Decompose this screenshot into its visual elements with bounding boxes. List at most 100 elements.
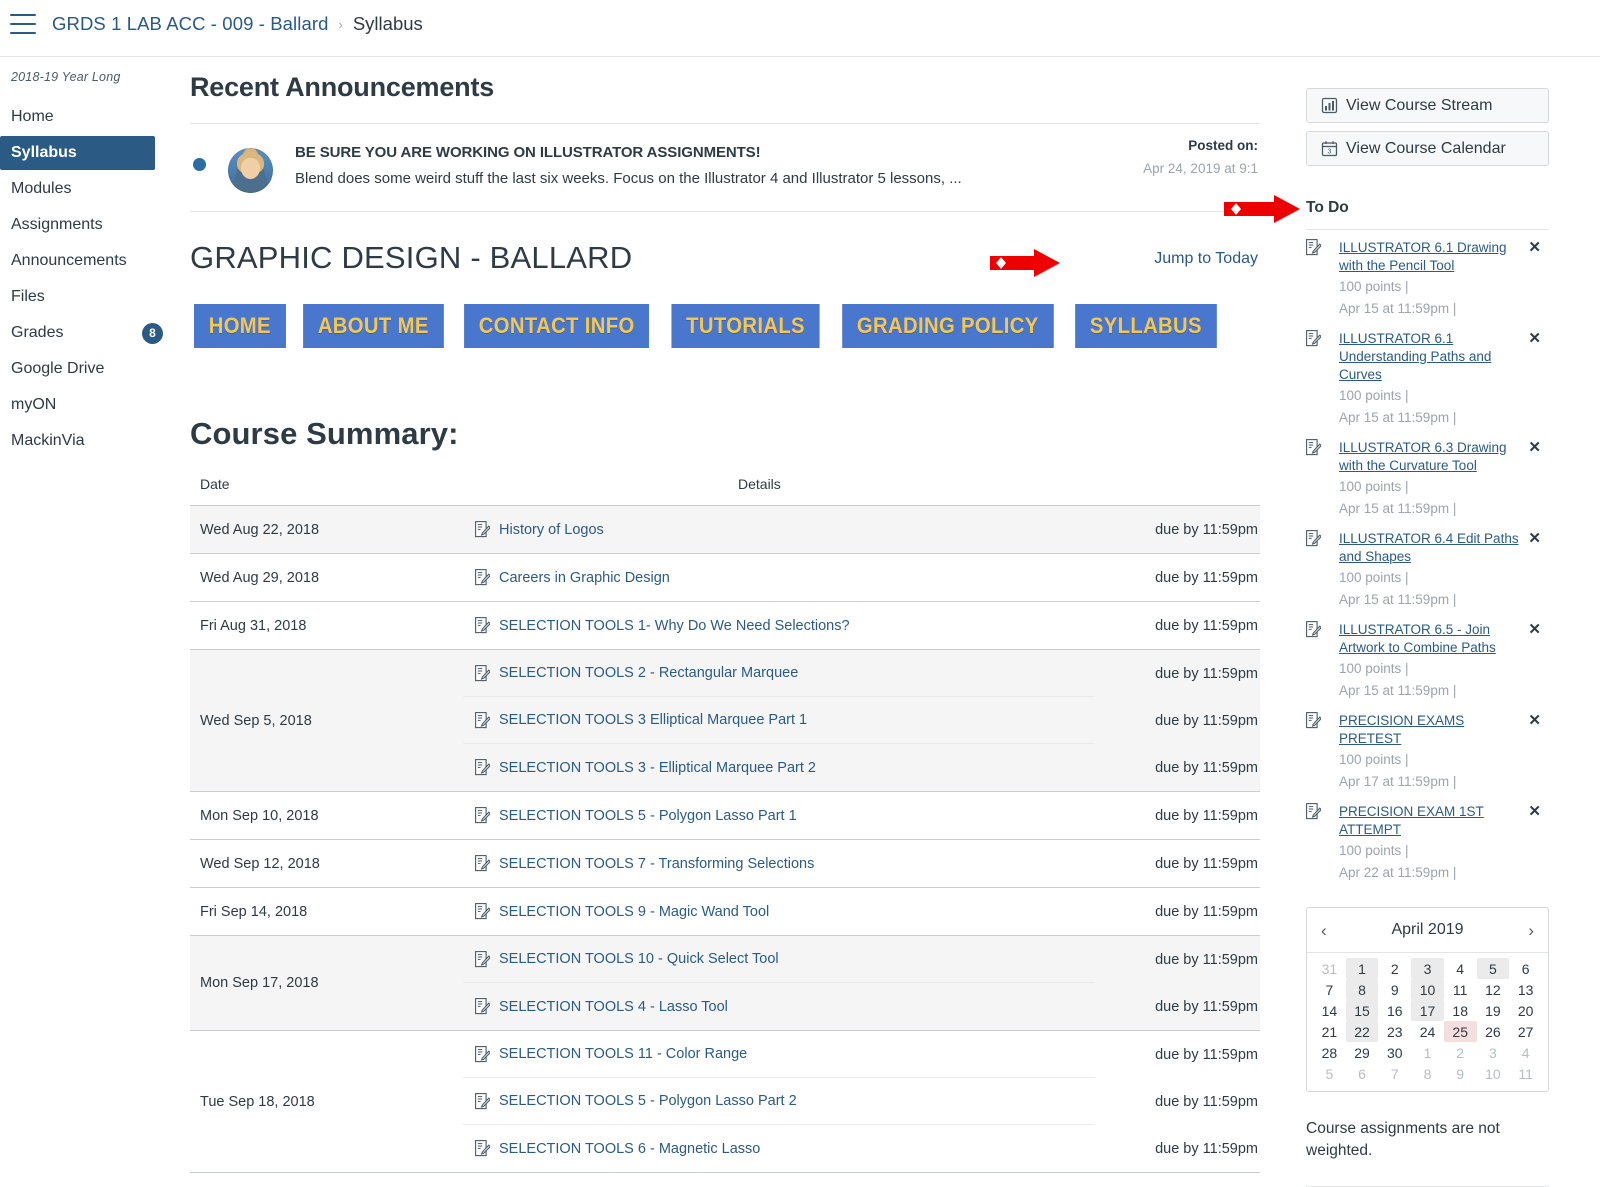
calendar-day[interactable]: 26: [1485, 1023, 1501, 1040]
calendar-day[interactable]: 1: [1345, 958, 1379, 979]
todo-item-link[interactable]: ILLUSTRATOR 6.1 Drawing with the Pencil …: [1339, 240, 1507, 273]
calendar-day[interactable]: 4: [1456, 960, 1465, 977]
calendar-day[interactable]: 16: [1386, 1002, 1403, 1019]
todo-item-link[interactable]: ILLUSTRATOR 6.5 - Join Artwork to Combin…: [1339, 622, 1496, 655]
calendar-day[interactable]: 22: [1345, 1021, 1379, 1042]
calendar-day[interactable]: 11: [1452, 981, 1468, 998]
todo-dismiss-icon[interactable]: ✕: [1528, 439, 1541, 456]
calendar-day[interactable]: 9: [1390, 981, 1399, 998]
calendar-day[interactable]: 31: [1321, 960, 1338, 977]
calendar-day[interactable]: 23: [1386, 1023, 1403, 1040]
jump-to-today-link[interactable]: Jump to Today: [1154, 250, 1258, 267]
sidebar-item-home[interactable]: Home: [0, 100, 175, 134]
sidebar-item-google-drive[interactable]: Google Drive: [0, 352, 175, 386]
todo-dismiss-icon[interactable]: ✕: [1528, 712, 1541, 729]
course-summary-table: Date Details Wed Aug 22, 2018 History of …: [190, 476, 1260, 1173]
todo-item-body: PRECISION EXAMS PRETEST 100 points | Apr 1…: [1339, 712, 1519, 792]
calendar-day[interactable]: 5: [1476, 958, 1510, 979]
calendar-day[interactable]: 2: [1390, 960, 1399, 977]
calendar-day[interactable]: 18: [1452, 1002, 1468, 1019]
breadcrumb-course-link[interactable]: GRDS 1 LAB ACC - 009 - Ballard: [52, 13, 329, 34]
calendar-day[interactable]: 17: [1411, 1000, 1444, 1021]
calendar-day[interactable]: 25: [1443, 1021, 1477, 1042]
table-row: Wed Sep 12, 2018 SELECTION TOOLS 7 - Tran…: [190, 840, 1260, 888]
sidebar-item-myon[interactable]: myON: [0, 388, 175, 422]
calendar-day[interactable]: 6: [1521, 960, 1530, 977]
calendar-day[interactable]: 19: [1485, 1002, 1501, 1019]
calendar-day[interactable]: 5: [1325, 1065, 1334, 1082]
calendar-day[interactable]: 9: [1456, 1065, 1465, 1082]
sidebar-item-announcements[interactable]: Announcements: [0, 244, 175, 278]
announcement-title[interactable]: BE SURE YOU ARE WORKING ON ILLUSTRATOR A…: [295, 144, 761, 161]
calendar-day[interactable]: 30: [1386, 1044, 1403, 1061]
calendar-day[interactable]: 8: [1423, 1065, 1432, 1082]
todo-dismiss-icon[interactable]: ✕: [1528, 621, 1541, 638]
calendar-day[interactable]: 24: [1419, 1023, 1436, 1040]
assignment-icon: [1306, 803, 1321, 820]
calendar-day[interactable]: 1: [1423, 1044, 1432, 1061]
calendar-day[interactable]: 10: [1485, 1065, 1501, 1082]
sidebar-item-mackinvia[interactable]: MackinVia: [0, 424, 175, 458]
calendar-day[interactable]: 3: [1411, 958, 1444, 979]
calendar-day[interactable]: 7: [1325, 981, 1334, 998]
sidebar-item-modules[interactable]: Modules: [0, 172, 175, 206]
assignment-link[interactable]: SELECTION TOOLS 2 - Rectangular Marquee: [499, 665, 799, 681]
todo-dismiss-icon[interactable]: ✕: [1528, 239, 1541, 256]
todo-dismiss-icon[interactable]: ✕: [1528, 330, 1541, 347]
banner-button-grading-policy[interactable]: GRADING POLICY: [841, 304, 1053, 348]
view-course-calendar-button[interactable]: 3 View Course Calendar: [1306, 131, 1549, 166]
hamburger-menu-icon[interactable]: [10, 14, 36, 34]
assignment-link[interactable]: SELECTION TOOLS 1- Why Do We Need Select…: [499, 617, 850, 634]
banner-button-about-me[interactable]: ABOUT ME: [302, 304, 444, 348]
assignment-link[interactable]: SELECTION TOOLS 5 - Polygon Lasso Part 1: [499, 807, 797, 824]
assignment-link[interactable]: SELECTION TOOLS 10 - Quick Select Tool: [499, 951, 779, 967]
banner-button-tutorials[interactable]: TUTORIALS: [670, 304, 820, 348]
row-date: Fri Sep 14, 2018: [200, 903, 308, 920]
todo-dismiss-icon[interactable]: ✕: [1528, 803, 1541, 820]
assignment-link[interactable]: History of Logos: [499, 521, 604, 538]
calendar-day[interactable]: 27: [1517, 1023, 1534, 1040]
view-course-stream-button[interactable]: View Course Stream: [1306, 88, 1549, 123]
assignment-link[interactable]: SELECTION TOOLS 9 - Magic Wand Tool: [499, 903, 770, 920]
assignment-link[interactable]: SELECTION TOOLS 3 - Elliptical Marquee P…: [499, 759, 816, 776]
assignment-link[interactable]: SELECTION TOOLS 5 - Polygon Lasso Part 2: [499, 1093, 797, 1109]
todo-item-link[interactable]: ILLUSTRATOR 6.3 Drawing with the Curvatu…: [1339, 440, 1507, 473]
calendar-day[interactable]: 6: [1358, 1065, 1366, 1082]
assignment-link[interactable]: SELECTION TOOLS 11 - Color Range: [499, 1046, 748, 1062]
assignment-link[interactable]: Careers in Graphic Design: [499, 569, 670, 586]
calendar-next-month-icon[interactable]: ›: [1528, 920, 1534, 940]
calendar-day[interactable]: 28: [1321, 1044, 1338, 1061]
calendar-day[interactable]: 7: [1390, 1065, 1399, 1082]
todo-item-link[interactable]: ILLUSTRATOR 6.4 Edit Paths and Shapes: [1339, 531, 1519, 564]
calendar-day[interactable]: 13: [1517, 981, 1534, 998]
assignment-icon: [475, 759, 490, 776]
calendar-day[interactable]: 11: [1518, 1065, 1533, 1082]
banner-button-syllabus[interactable]: SYLLABUS: [1075, 304, 1217, 348]
assignment-link[interactable]: SELECTION TOOLS 4 - Lasso Tool: [499, 998, 728, 1015]
calendar-day[interactable]: 12: [1485, 981, 1501, 998]
sidebar-item-grades[interactable]: Grades 8: [0, 316, 175, 350]
calendar-day[interactable]: 10: [1411, 979, 1444, 1000]
calendar-day[interactable]: 15: [1345, 1000, 1379, 1021]
calendar-day[interactable]: 14: [1321, 1002, 1338, 1019]
calendar-day[interactable]: 21: [1321, 1023, 1338, 1040]
sidebar-item-syllabus[interactable]: Syllabus: [0, 136, 155, 170]
announcement-row[interactable]: BE SURE YOU ARE WORKING ON ILLUSTRATOR A…: [190, 124, 1260, 211]
todo-item-link[interactable]: PRECISION EXAMS PRETEST: [1339, 713, 1465, 746]
calendar-day[interactable]: 3: [1489, 1044, 1497, 1061]
banner-button-contact-info[interactable]: CONTACT INFO: [464, 304, 650, 348]
todo-item-link[interactable]: ILLUSTRATOR 6.1 Understanding Paths and …: [1339, 331, 1492, 382]
sidebar-item-assignments[interactable]: Assignments: [0, 208, 175, 242]
calendar-day[interactable]: 29: [1354, 1044, 1370, 1061]
calendar-day[interactable]: 4: [1521, 1044, 1530, 1061]
calendar-day[interactable]: 20: [1517, 1002, 1534, 1019]
assignment-link[interactable]: SELECTION TOOLS 7 - Transforming Selecti…: [499, 855, 815, 872]
todo-dismiss-icon[interactable]: ✕: [1528, 530, 1541, 547]
todo-item-link[interactable]: PRECISION EXAM 1ST ATTEMPT: [1339, 804, 1484, 837]
assignment-link[interactable]: SELECTION TOOLS 3 Elliptical Marquee Par…: [499, 712, 808, 728]
calendar-day[interactable]: 8: [1345, 979, 1379, 1000]
calendar-day[interactable]: 2: [1456, 1044, 1465, 1061]
banner-button-home[interactable]: HOME: [193, 304, 286, 348]
sidebar-item-files[interactable]: Files: [0, 280, 175, 314]
calendar-prev-month-icon[interactable]: ‹: [1321, 920, 1327, 940]
